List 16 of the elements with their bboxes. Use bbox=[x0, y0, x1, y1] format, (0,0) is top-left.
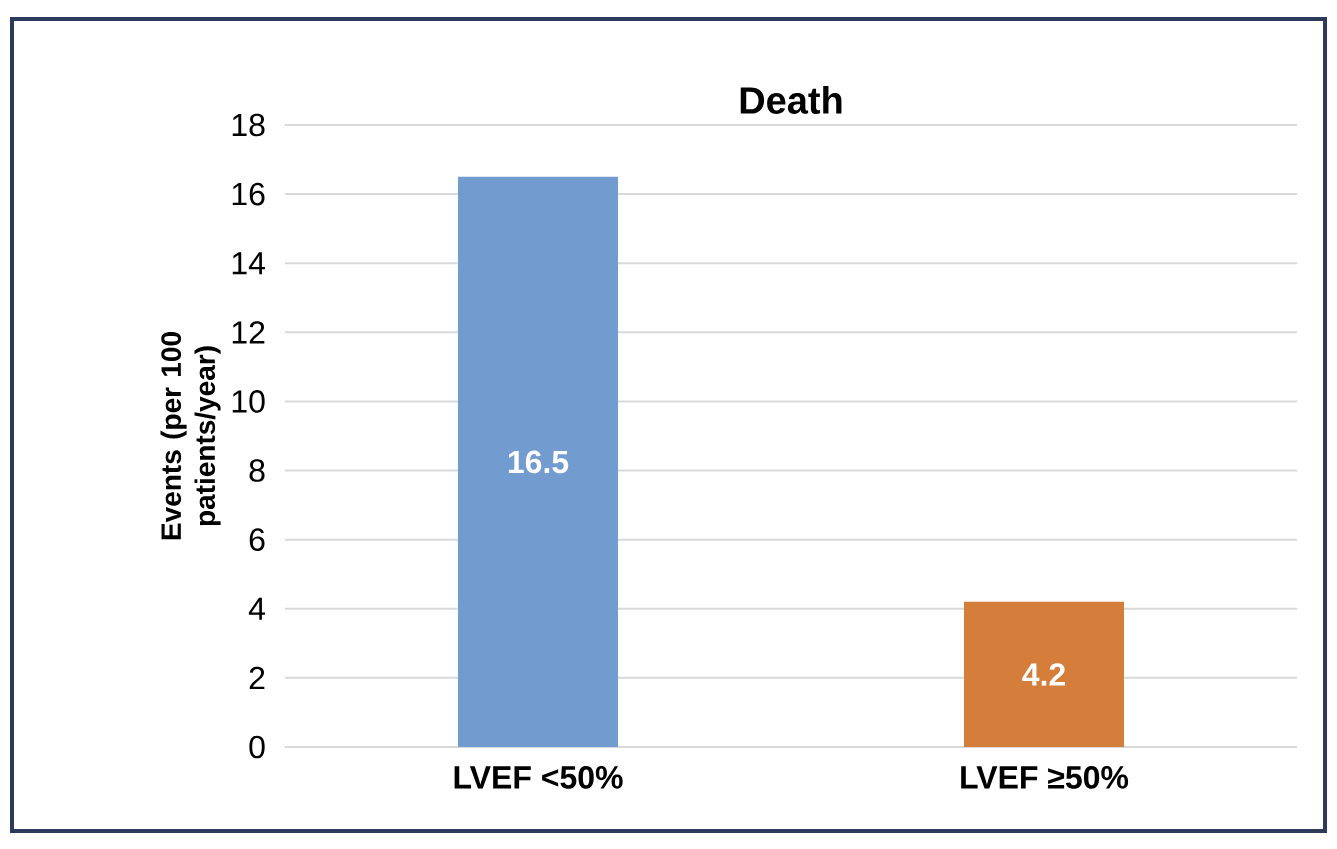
x-tick-label: LVEF <50% bbox=[454, 766, 623, 789]
y-tick-label: 8 bbox=[249, 459, 265, 482]
data-label: 16.5 bbox=[508, 450, 569, 474]
y-tick-label: 16 bbox=[232, 182, 265, 206]
y-tick-label: 6 bbox=[249, 528, 265, 551]
y-tick-label: 2 bbox=[249, 666, 265, 690]
y-tick-label: 4 bbox=[248, 597, 265, 620]
data-label: 4.2 bbox=[1022, 663, 1065, 686]
y-axis-title: Events (per 100 patients/year) bbox=[160, 332, 221, 540]
x-tick-label: LVEF ≥50% bbox=[961, 766, 1129, 789]
y-tick-label: 0 bbox=[249, 735, 265, 759]
y-tick-label: 10 bbox=[232, 390, 265, 413]
chart-title: Death bbox=[740, 86, 842, 114]
y-tick-label: 18 bbox=[232, 113, 265, 137]
y-tick-label: 14 bbox=[232, 252, 265, 275]
y-tick-label: 12 bbox=[232, 321, 265, 344]
